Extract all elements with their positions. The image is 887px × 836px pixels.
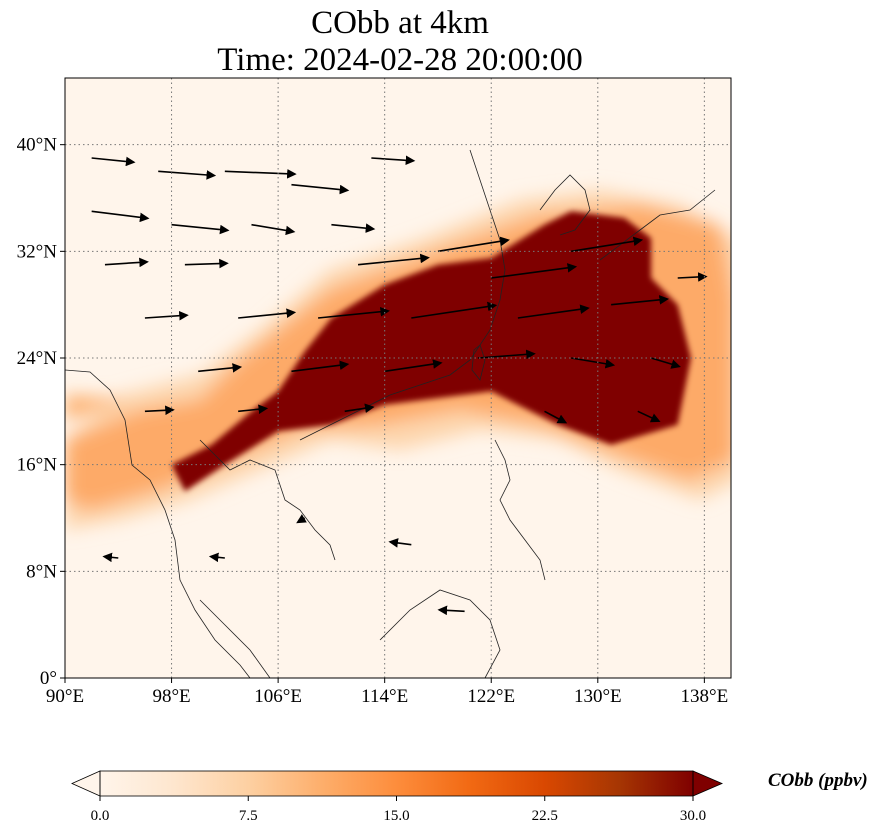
wind-arrow — [357, 253, 430, 266]
gridlines — [65, 78, 731, 678]
wind-arrow — [91, 210, 150, 223]
wind-vectors — [91, 155, 708, 616]
colorbar-extend-max — [692, 770, 724, 797]
map-title: CObb at 4km — [311, 5, 489, 41]
wind-arrow — [437, 605, 465, 616]
colorbar-tick-label: 0.0 — [91, 808, 110, 824]
wind-arrow — [411, 301, 498, 319]
wind-arrow — [491, 263, 578, 279]
wind-arrow — [198, 363, 243, 373]
wind-arrow — [544, 410, 568, 424]
wind-arrow — [91, 156, 136, 167]
lon-tick-label: 90°E — [46, 686, 84, 707]
wind-arrow — [184, 258, 229, 269]
lon-tick-label: 122°E — [467, 686, 515, 707]
lon-tick-label: 114°E — [361, 686, 408, 707]
wind-arrow — [104, 257, 149, 268]
map-panel — [64, 77, 732, 679]
wind-arrow — [144, 310, 189, 321]
wind-arrow — [571, 236, 644, 253]
wind-arrow — [517, 304, 590, 319]
wind-arrow — [388, 538, 412, 548]
wind-arrow — [477, 349, 536, 360]
wind-arrow — [318, 306, 391, 319]
wind-arrow — [291, 360, 350, 373]
lon-tick-label: 138°E — [681, 686, 729, 707]
wind-arrow — [158, 170, 217, 180]
wind-arrow — [208, 552, 225, 563]
colorbar-tick-label: 7.5 — [239, 808, 258, 824]
coastlines — [65, 149, 716, 678]
lat-tick-label: 8°N — [26, 561, 57, 582]
longitude-axis: 90°E 98°E 106°E 114°E 122°E 130°E 138°E — [46, 678, 728, 707]
lon-tick-label: 98°E — [152, 686, 190, 707]
wind-arrow — [437, 236, 510, 253]
wind-arrow — [637, 410, 661, 423]
latitude-axis: 0° 8°N 16°N 24°N 32°N 40°N — [17, 135, 65, 689]
wind-arrow — [296, 514, 307, 524]
wind-arrow — [650, 357, 681, 369]
wind-arrow — [331, 223, 376, 233]
wind-arrow — [224, 169, 297, 179]
wind-arrow — [251, 223, 296, 236]
colorbar: 0.0 7.5 15.0 22.5 30.0 — [71, 770, 724, 824]
wind-arrow — [611, 295, 670, 306]
wind-arrow — [291, 183, 350, 195]
lat-tick-label: 0° — [40, 668, 57, 689]
wind-arrow — [384, 359, 443, 373]
wind-arrow — [571, 357, 616, 369]
lon-tick-label: 130°E — [574, 686, 622, 707]
wind-arrow — [102, 552, 119, 563]
wind-arrow — [238, 404, 269, 415]
map-subtitle-time: Time: 2024-02-28 20:00:00 — [217, 42, 583, 78]
map-border — [64, 77, 732, 679]
wind-arrow — [144, 405, 175, 416]
colorbar-extend-min — [71, 770, 101, 797]
colorbar-label: CObb (ppbv) — [768, 770, 868, 791]
wind-arrow — [371, 155, 416, 166]
lon-tick-label: 106°E — [254, 686, 302, 707]
lat-tick-label: 40°N — [17, 135, 58, 156]
lat-tick-label: 24°N — [17, 348, 58, 369]
colorbar-tick-label: 30.0 — [680, 808, 706, 824]
colorbar-tick-label: 15.0 — [383, 808, 409, 824]
wind-arrow — [171, 223, 230, 235]
lat-tick-label: 32°N — [17, 241, 58, 262]
lat-tick-label: 16°N — [17, 455, 58, 476]
colorbar-gradient — [100, 771, 693, 796]
wind-arrow — [238, 308, 297, 319]
colorbar-tick-label: 22.5 — [532, 808, 558, 824]
wind-arrow — [677, 272, 708, 282]
wind-arrow — [344, 403, 375, 413]
